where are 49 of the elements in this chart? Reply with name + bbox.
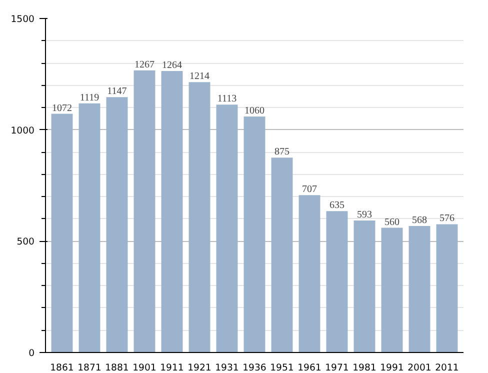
data-label: 1214: [190, 71, 210, 82]
data-label: 1267: [134, 59, 154, 70]
x-tick-label: 1901: [132, 362, 156, 373]
bar: [216, 104, 238, 352]
x-tick-label: 1921: [188, 362, 212, 373]
bar: [244, 116, 266, 352]
x-tick-label: 1936: [242, 362, 266, 373]
x-tick-label: 2011: [435, 362, 459, 373]
x-tick-label: 1961: [298, 362, 322, 373]
data-label: 576: [440, 213, 454, 224]
bar: [436, 224, 458, 352]
x-tick-label: 1931: [215, 362, 239, 373]
bar: [408, 226, 430, 352]
bar: [188, 82, 210, 352]
x-tick-label: 2001: [408, 362, 432, 373]
x-tick-label: 1911: [160, 362, 184, 373]
x-tick-label: 1871: [78, 362, 102, 373]
data-label: 1060: [244, 105, 264, 116]
y-tick-label: 1000: [10, 125, 35, 136]
x-tick-label: 1881: [105, 362, 129, 373]
data-label: 1147: [107, 86, 127, 98]
data-label: 568: [412, 215, 427, 226]
data-label: 635: [330, 200, 344, 212]
data-label: 560: [384, 216, 400, 228]
data-label: 1113: [217, 94, 237, 105]
bar: [326, 211, 348, 352]
data-label: 1264: [162, 60, 182, 72]
x-tick-label: 1981: [352, 362, 376, 373]
bar: [354, 220, 376, 352]
bar: [298, 195, 320, 352]
data-label: 875: [274, 146, 290, 158]
x-tick-label: 1951: [270, 362, 294, 373]
bar: [381, 228, 403, 352]
y-tick-label: 0: [28, 348, 35, 359]
y-tick-label: 500: [16, 236, 35, 248]
bar: [271, 158, 293, 352]
x-tick-label: 1861: [50, 362, 74, 373]
data-label: 593: [357, 209, 372, 220]
y-tick-label: 1500: [10, 14, 35, 25]
data-label: 707: [302, 184, 317, 196]
bar: [78, 103, 100, 352]
x-tick-label: 1971: [325, 362, 349, 373]
data-label: 1072: [52, 102, 72, 114]
x-tick-label: 1991: [380, 362, 404, 373]
data-label: 1119: [80, 92, 100, 104]
bar: [106, 97, 128, 352]
bar: [134, 70, 156, 352]
bar: [51, 114, 73, 352]
bar: [161, 71, 183, 352]
